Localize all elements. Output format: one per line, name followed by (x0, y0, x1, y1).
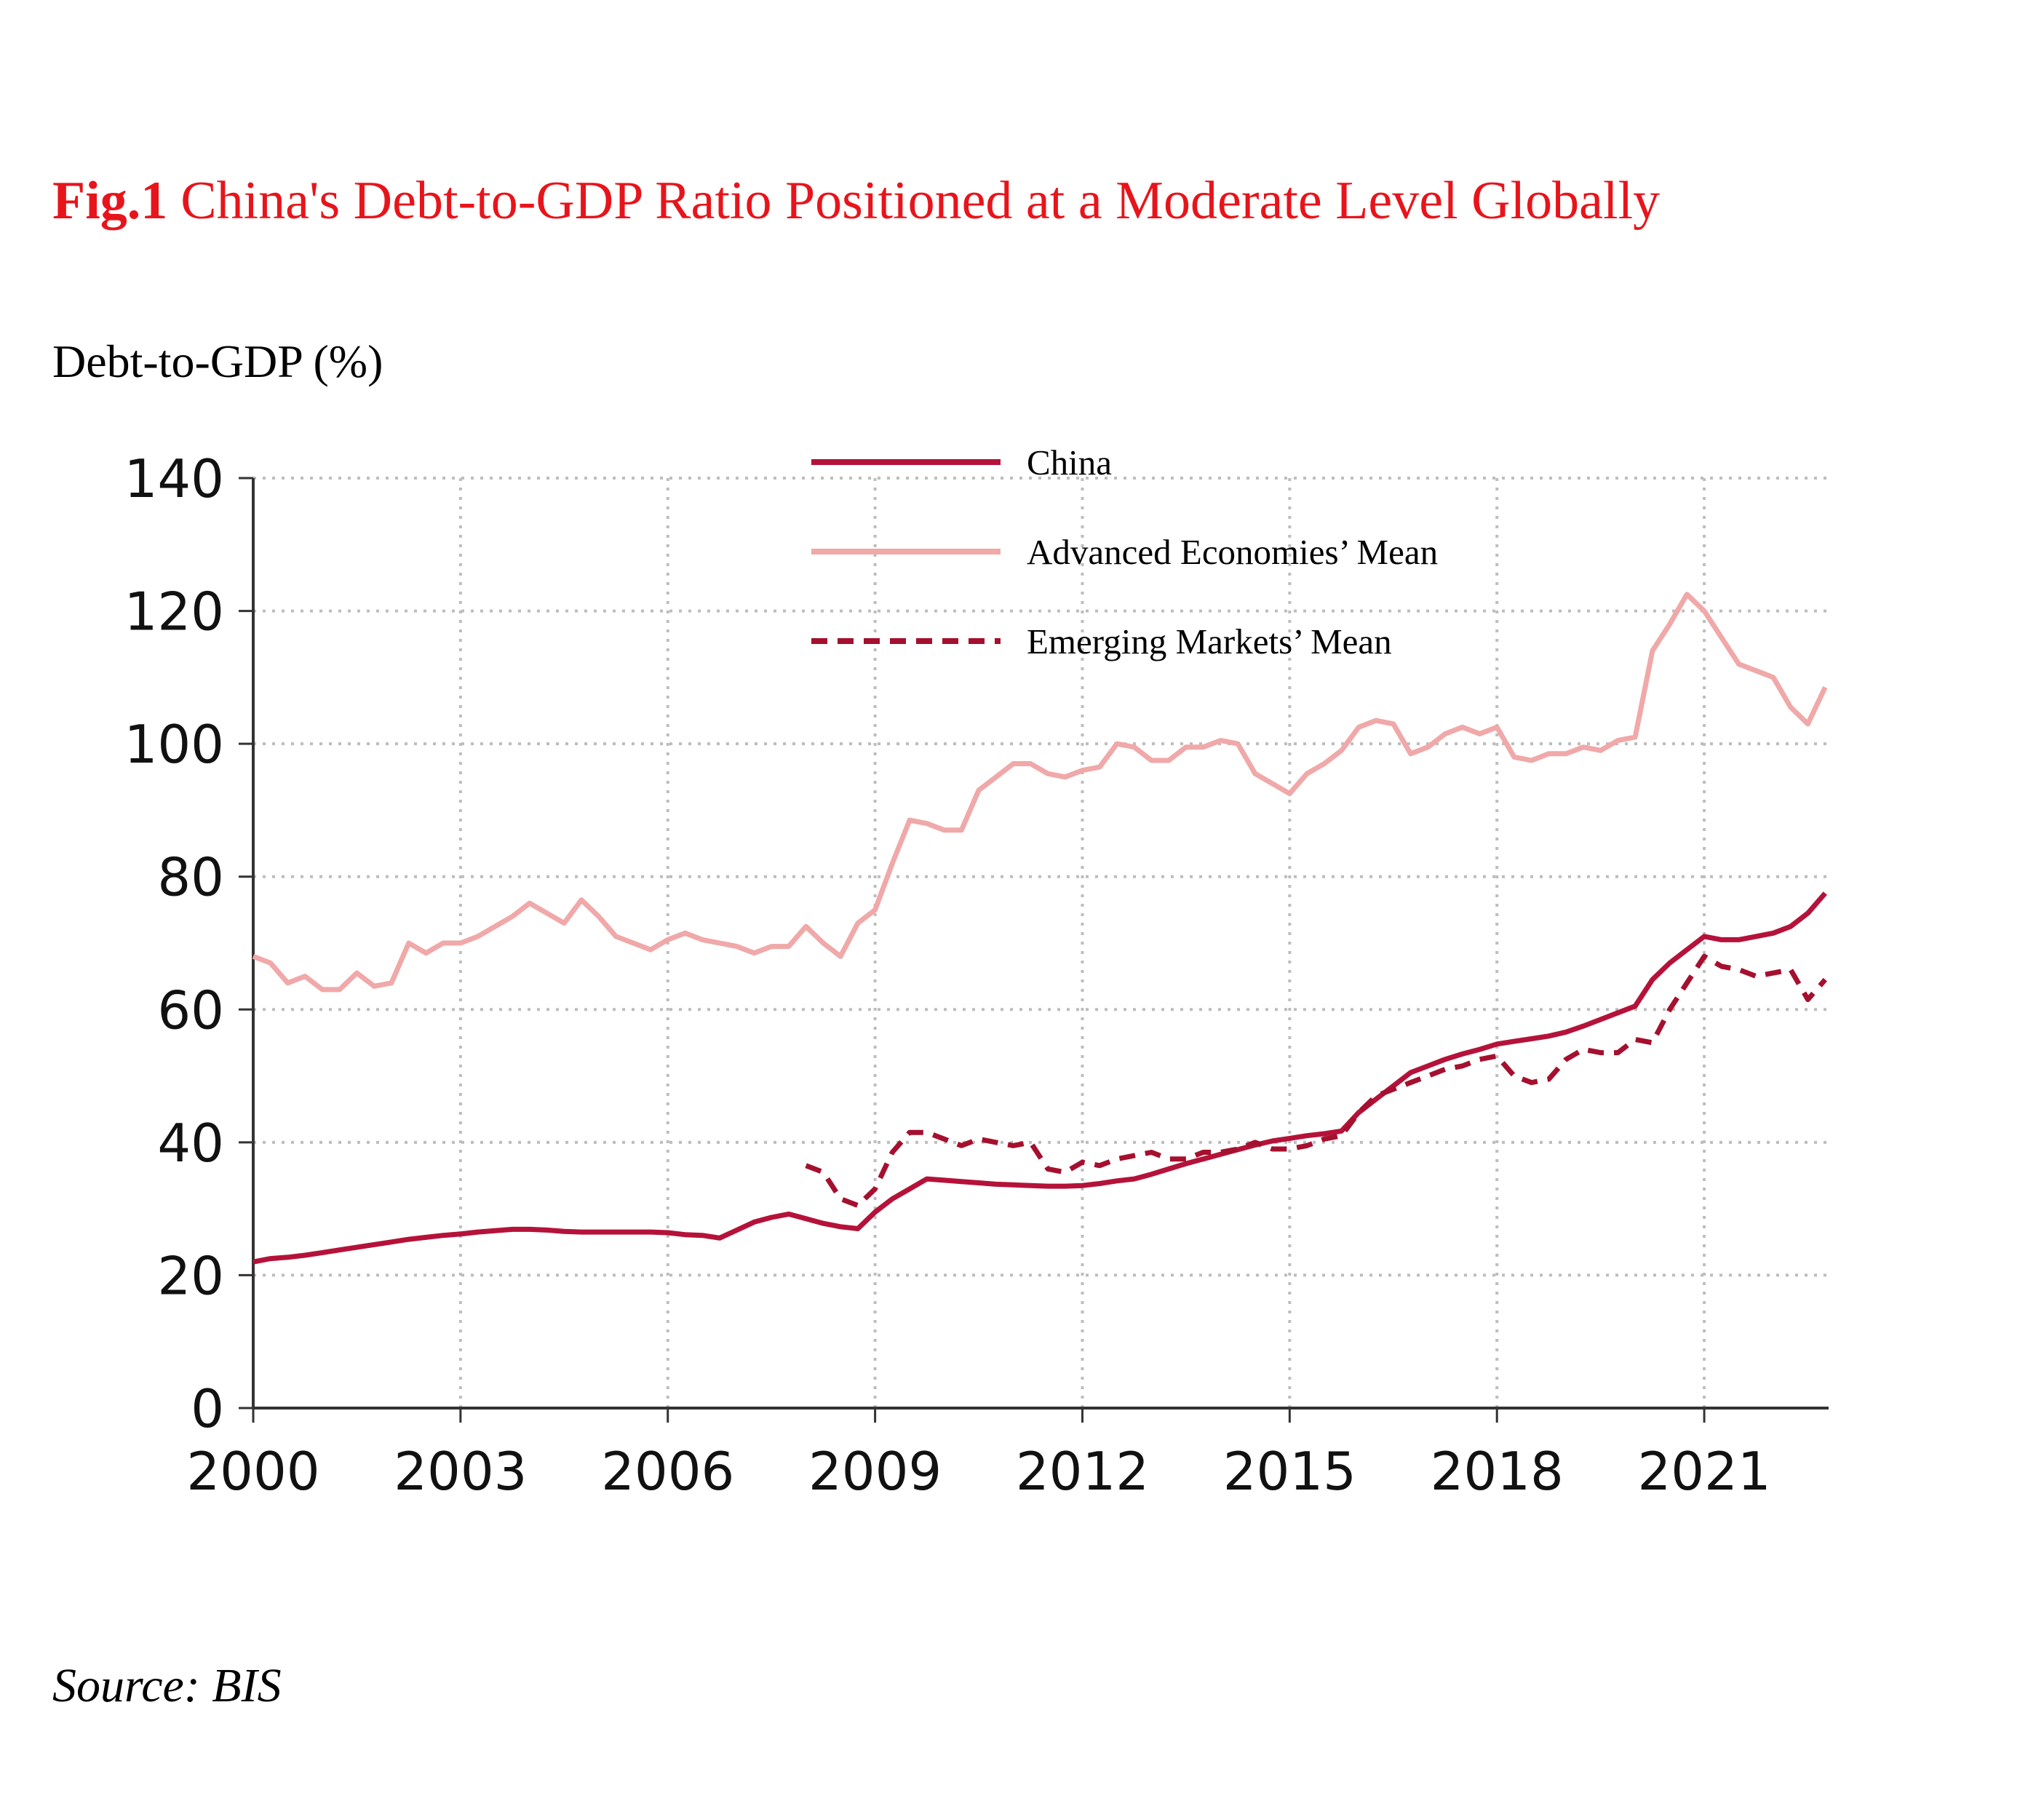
x-tick-label: 2003 (394, 1441, 527, 1502)
data-line (252, 891, 1827, 1265)
x-tick-label: 2012 (1016, 1441, 1149, 1502)
chart-title: Fig.1 China's Debt-to-GDP Ratio Positione… (52, 171, 1660, 231)
y-tick-label: 100 (124, 714, 224, 775)
y-tick-label: 80 (157, 847, 224, 908)
x-tick-label: 2000 (186, 1441, 319, 1502)
title-prefix: Fig.1 (52, 171, 167, 231)
data-line (252, 592, 1828, 993)
y-tick-label: 0 (191, 1378, 224, 1439)
x-tick-label: 2021 (1637, 1441, 1770, 1502)
y-axis-label: Debt-to-GDP (%) (52, 335, 383, 387)
legend-label: China (1027, 442, 1112, 482)
x-tick-label: 2009 (808, 1441, 942, 1502)
legend-label: Emerging Markets’ Mean (1027, 621, 1392, 661)
title-text: China's Debt-to-GDP Ratio Positioned at … (180, 171, 1660, 231)
y-tick-label: 140 (124, 448, 224, 509)
x-tick-label: 2006 (601, 1441, 734, 1502)
y-tick-label: 20 (157, 1245, 224, 1306)
x-tick-label: 2018 (1431, 1441, 1564, 1502)
source-note: Source: BIS (52, 1659, 282, 1712)
y-tick-label: 120 (124, 581, 224, 643)
y-tick-label: 40 (157, 1113, 224, 1174)
legend-label: Advanced Economies’ Mean (1027, 532, 1438, 572)
x-tick-label: 2015 (1223, 1441, 1356, 1502)
y-tick-label: 60 (157, 979, 224, 1041)
data-line (805, 953, 1827, 1209)
